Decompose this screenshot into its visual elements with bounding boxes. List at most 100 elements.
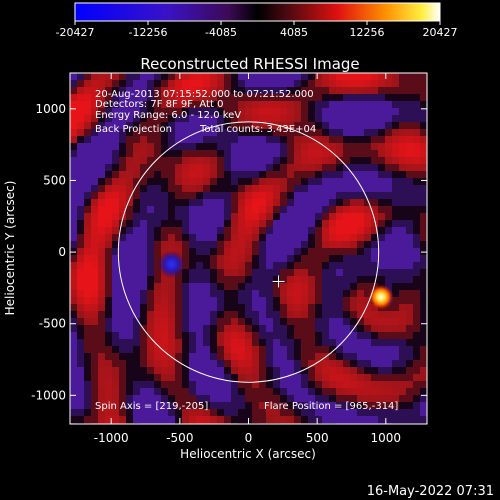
heat-cell — [336, 374, 343, 381]
heat-cell — [105, 241, 112, 248]
heat-cell — [273, 101, 280, 108]
heat-cell — [392, 325, 399, 332]
heat-cell — [98, 206, 105, 213]
heat-cell — [238, 213, 245, 220]
heat-cell — [392, 262, 399, 269]
heat-cell — [294, 73, 301, 80]
heat-cell — [91, 318, 98, 325]
heat-cell — [252, 227, 259, 234]
heat-cell — [420, 150, 427, 157]
heat-cell — [217, 115, 224, 122]
heat-cell — [238, 185, 245, 192]
heat-cell — [140, 108, 147, 115]
heat-cell — [112, 87, 119, 94]
heat-cell — [168, 388, 175, 395]
heat-cell — [406, 129, 413, 136]
heat-cell — [217, 297, 224, 304]
heat-cell — [280, 367, 287, 374]
heat-cell — [378, 171, 385, 178]
heat-cell — [378, 115, 385, 122]
heat-cell — [413, 381, 420, 388]
heat-cell — [294, 395, 301, 402]
heat-cell — [147, 220, 154, 227]
heat-cell — [329, 311, 336, 318]
heat-cell — [301, 395, 308, 402]
heat-cell — [420, 388, 427, 395]
heat-cell — [189, 143, 196, 150]
heat-cell — [336, 339, 343, 346]
heat-cell — [189, 346, 196, 353]
heat-cell — [252, 388, 259, 395]
heat-cell — [343, 269, 350, 276]
heat-cell — [378, 381, 385, 388]
heat-cell — [301, 297, 308, 304]
heat-cell — [287, 171, 294, 178]
heat-cell — [168, 157, 175, 164]
heat-cell — [273, 122, 280, 129]
heat-cell — [217, 241, 224, 248]
heat-cell — [420, 220, 427, 227]
heat-cell — [287, 227, 294, 234]
heat-cell — [231, 129, 238, 136]
heat-cell — [105, 381, 112, 388]
heat-cell — [406, 388, 413, 395]
heat-cell — [147, 73, 154, 80]
heat-cell — [238, 73, 245, 80]
heat-cell — [84, 255, 91, 262]
heat-cell — [133, 374, 140, 381]
heat-cell — [189, 367, 196, 374]
heat-cell — [280, 304, 287, 311]
heat-cell — [196, 178, 203, 185]
heat-cell — [224, 402, 231, 409]
heat-cell — [77, 332, 84, 339]
heat-cell — [238, 227, 245, 234]
heat-cell — [364, 339, 371, 346]
heat-cell — [182, 388, 189, 395]
heat-cell — [91, 346, 98, 353]
heat-cell — [350, 164, 357, 171]
heat-cell — [357, 129, 364, 136]
heat-cell — [315, 192, 322, 199]
heat-cell — [203, 353, 210, 360]
heat-cell — [350, 73, 357, 80]
heatmap-cells — [70, 73, 427, 424]
heat-cell — [280, 87, 287, 94]
heat-cell — [364, 143, 371, 150]
heat-cell — [287, 318, 294, 325]
heat-cell — [315, 122, 322, 129]
heat-cell — [147, 262, 154, 269]
heat-cell — [301, 402, 308, 409]
heat-cell — [280, 255, 287, 262]
heat-cell — [231, 255, 238, 262]
heat-cell — [203, 290, 210, 297]
heat-cell — [161, 332, 168, 339]
heat-cell — [140, 143, 147, 150]
heat-cell — [406, 178, 413, 185]
heat-cell — [77, 241, 84, 248]
heat-cell — [399, 143, 406, 150]
heat-cell — [154, 143, 161, 150]
heat-cell — [182, 122, 189, 129]
heat-cell — [77, 297, 84, 304]
heat-cell — [399, 388, 406, 395]
heat-cell — [287, 87, 294, 94]
heat-cell — [217, 80, 224, 87]
heat-cell — [119, 381, 126, 388]
heat-cell — [105, 409, 112, 416]
heat-cell — [322, 276, 329, 283]
heat-cell — [294, 206, 301, 213]
heat-cell — [210, 220, 217, 227]
heat-cell — [224, 332, 231, 339]
heat-cell — [280, 248, 287, 255]
heat-cell — [182, 269, 189, 276]
heat-cell — [280, 220, 287, 227]
heat-cell — [105, 136, 112, 143]
heat-cell — [322, 360, 329, 367]
heat-cell — [329, 290, 336, 297]
heat-cell — [308, 248, 315, 255]
heat-cell — [266, 171, 273, 178]
heat-cell — [112, 136, 119, 143]
heat-cell — [322, 143, 329, 150]
heat-cell — [399, 87, 406, 94]
heat-cell — [140, 276, 147, 283]
